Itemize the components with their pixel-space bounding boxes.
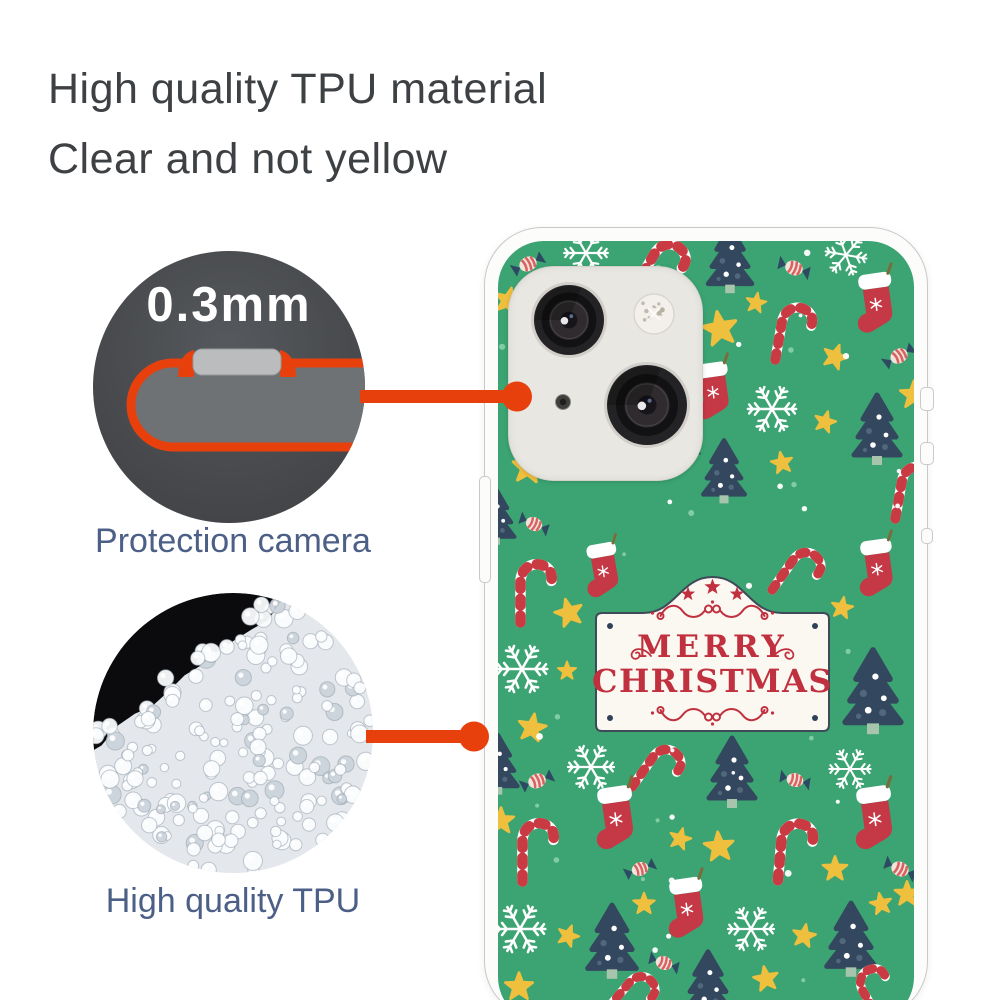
side-button-bump — [921, 528, 933, 544]
power-button-bump — [920, 387, 934, 411]
camera-lenses — [531, 282, 690, 448]
title-line-2: Clear and not yellow — [48, 135, 448, 184]
volume-button-bump — [479, 476, 491, 583]
side-button-bump — [920, 442, 934, 465]
camera-module — [508, 266, 703, 481]
thickness-value: 0.3mm — [146, 278, 312, 332]
tpu-beads-circle — [93, 593, 373, 873]
plaque-background — [595, 575, 830, 732]
sign-word-merry: MERRY — [637, 629, 788, 665]
title-line-1: High quality TPU material — [48, 65, 548, 113]
tpu-quality-caption: High quality TPU — [105, 882, 361, 920]
thickness-callout-circle: 0.3mm — [93, 251, 365, 523]
case-cross-section-diagram — [126, 348, 365, 452]
christmas-pattern — [498, 241, 914, 1000]
camera-protection-caption: Protection camera — [95, 522, 371, 560]
merry-christmas-sign: MERRY CHRISTMAS — [586, 569, 839, 733]
sign-word-christmas: CHRISTMAS — [591, 662, 834, 700]
page-title: High quality TPU material Clear and not … — [48, 54, 547, 194]
phone-case: MERRY CHRISTMAS — [479, 227, 934, 1000]
tpu-granules-photo — [93, 593, 373, 873]
